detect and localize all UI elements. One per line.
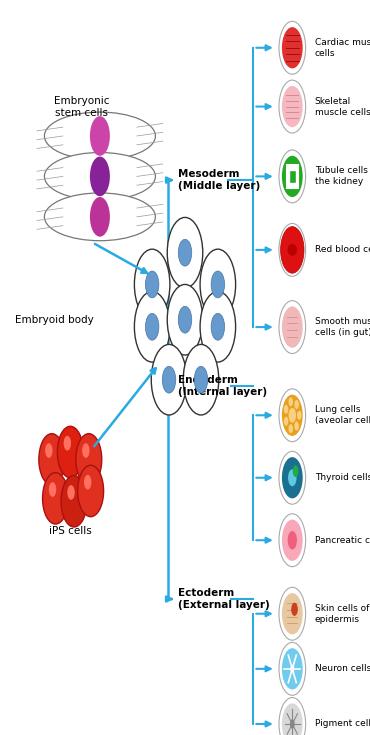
Circle shape bbox=[162, 366, 176, 393]
Circle shape bbox=[45, 443, 53, 458]
Circle shape bbox=[167, 218, 203, 288]
Circle shape bbox=[61, 476, 87, 527]
Text: iPS cells: iPS cells bbox=[49, 526, 92, 536]
Circle shape bbox=[282, 27, 303, 68]
Circle shape bbox=[78, 465, 104, 517]
Circle shape bbox=[293, 465, 299, 477]
Circle shape bbox=[291, 603, 298, 616]
Circle shape bbox=[279, 80, 306, 133]
Text: Endoderm
(Internal layer): Endoderm (Internal layer) bbox=[178, 375, 267, 397]
Circle shape bbox=[178, 240, 192, 266]
Circle shape bbox=[289, 398, 293, 406]
Text: Embryoid body: Embryoid body bbox=[15, 315, 94, 325]
Circle shape bbox=[90, 197, 110, 237]
Circle shape bbox=[282, 306, 303, 348]
Text: Lung cells
(aveolar cell): Lung cells (aveolar cell) bbox=[315, 405, 370, 426]
Circle shape bbox=[284, 417, 288, 426]
Text: Mesoderm
(Middle layer): Mesoderm (Middle layer) bbox=[178, 169, 260, 191]
Bar bbox=[289, 170, 296, 183]
Circle shape bbox=[183, 345, 219, 415]
Circle shape bbox=[279, 223, 306, 276]
Circle shape bbox=[282, 156, 303, 197]
Circle shape bbox=[57, 426, 83, 478]
Circle shape bbox=[295, 422, 299, 431]
Text: Red blood cells: Red blood cells bbox=[315, 245, 370, 254]
Circle shape bbox=[297, 411, 302, 420]
Text: Tubule cells of
the kidney: Tubule cells of the kidney bbox=[315, 166, 370, 187]
Circle shape bbox=[295, 400, 299, 409]
Circle shape bbox=[279, 698, 306, 735]
Circle shape bbox=[279, 642, 306, 695]
Text: Skin cells of
epidermis: Skin cells of epidermis bbox=[315, 603, 369, 624]
Text: Neuron cells: Neuron cells bbox=[315, 664, 370, 673]
Circle shape bbox=[287, 531, 297, 550]
Circle shape bbox=[282, 395, 303, 436]
Circle shape bbox=[279, 150, 306, 203]
Circle shape bbox=[289, 408, 296, 423]
Text: Cardiac muscle
cells: Cardiac muscle cells bbox=[315, 37, 370, 58]
Circle shape bbox=[284, 405, 288, 414]
Circle shape bbox=[145, 313, 159, 340]
Circle shape bbox=[282, 648, 303, 689]
Circle shape bbox=[282, 703, 303, 735]
Circle shape bbox=[84, 475, 91, 490]
Text: Skeletal
muscle cells: Skeletal muscle cells bbox=[315, 96, 370, 117]
Circle shape bbox=[279, 451, 306, 504]
Text: Pigment cells: Pigment cells bbox=[315, 720, 370, 728]
Bar bbox=[287, 165, 298, 187]
Circle shape bbox=[288, 469, 297, 487]
Circle shape bbox=[194, 366, 208, 393]
Text: Smooth muscle
cells (in gut): Smooth muscle cells (in gut) bbox=[315, 317, 370, 337]
Circle shape bbox=[200, 292, 236, 362]
Circle shape bbox=[151, 345, 187, 415]
Circle shape bbox=[178, 306, 192, 333]
Circle shape bbox=[67, 485, 75, 500]
Circle shape bbox=[167, 284, 203, 355]
Circle shape bbox=[282, 520, 303, 561]
Circle shape bbox=[282, 593, 303, 634]
Circle shape bbox=[145, 271, 159, 298]
Circle shape bbox=[49, 482, 56, 497]
Circle shape bbox=[290, 665, 294, 673]
Circle shape bbox=[200, 249, 236, 320]
Circle shape bbox=[90, 116, 110, 156]
Circle shape bbox=[82, 443, 90, 458]
Circle shape bbox=[76, 434, 102, 485]
Ellipse shape bbox=[287, 244, 297, 256]
Ellipse shape bbox=[44, 112, 155, 160]
Ellipse shape bbox=[44, 193, 155, 241]
Circle shape bbox=[279, 587, 306, 640]
Circle shape bbox=[282, 86, 303, 127]
Circle shape bbox=[289, 424, 293, 433]
Circle shape bbox=[39, 434, 65, 485]
Circle shape bbox=[90, 157, 110, 196]
Circle shape bbox=[280, 226, 304, 273]
Circle shape bbox=[279, 389, 306, 442]
Circle shape bbox=[43, 473, 68, 524]
Circle shape bbox=[64, 436, 71, 451]
Circle shape bbox=[134, 292, 170, 362]
Circle shape bbox=[279, 301, 306, 354]
Text: Ectoderm
(External layer): Ectoderm (External layer) bbox=[178, 588, 269, 610]
Circle shape bbox=[211, 271, 225, 298]
Circle shape bbox=[279, 21, 306, 74]
Circle shape bbox=[211, 313, 225, 340]
Circle shape bbox=[282, 457, 303, 498]
Text: Thyroid cells: Thyroid cells bbox=[315, 473, 370, 482]
Text: Embryonic
stem cells: Embryonic stem cells bbox=[54, 96, 109, 118]
Ellipse shape bbox=[44, 152, 155, 201]
Circle shape bbox=[279, 514, 306, 567]
Text: Pancreatic cells: Pancreatic cells bbox=[315, 536, 370, 545]
Circle shape bbox=[134, 249, 170, 320]
Circle shape bbox=[290, 720, 295, 728]
